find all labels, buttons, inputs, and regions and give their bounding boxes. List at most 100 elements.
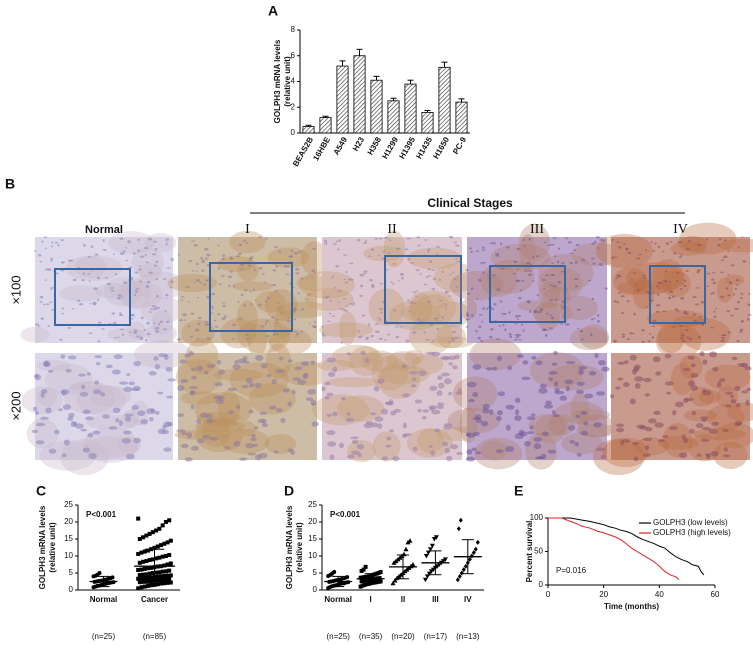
cell-nucleus	[300, 330, 304, 333]
cell-nucleus	[118, 420, 124, 427]
cell-nucleus	[135, 288, 140, 290]
tissue-region	[229, 361, 289, 398]
cell-nucleus	[623, 382, 630, 388]
cell-nucleus	[137, 249, 140, 252]
cell-nucleus	[214, 382, 224, 387]
cell-nucleus	[652, 319, 657, 322]
cell-nucleus	[576, 327, 579, 330]
cell-nucleus	[669, 290, 674, 293]
data-point	[475, 539, 480, 545]
cell-nucleus	[241, 384, 249, 389]
cell-nucleus	[50, 257, 54, 260]
cell-nucleus	[193, 281, 196, 283]
cell-nucleus	[434, 428, 441, 433]
cell-nucleus	[486, 367, 493, 371]
cell-nucleus	[211, 306, 214, 310]
data-point	[144, 559, 149, 564]
cell-nucleus	[405, 339, 410, 343]
tissue-region	[430, 336, 474, 349]
cell-nucleus	[229, 256, 233, 260]
cell-nucleus	[181, 432, 188, 436]
data-point	[145, 548, 150, 553]
cell-nucleus	[206, 263, 210, 267]
cell-nucleus	[234, 360, 239, 365]
cell-nucleus	[214, 325, 218, 328]
cell-nucleus	[48, 369, 54, 373]
cell-nucleus	[258, 452, 268, 459]
cell-nucleus	[289, 282, 292, 285]
cell-nucleus	[498, 325, 502, 327]
cell-nucleus	[324, 381, 331, 386]
cell-nucleus	[133, 251, 136, 255]
x-tick-label: Normal	[324, 595, 352, 604]
cell-nucleus	[125, 247, 128, 249]
cell-nucleus	[144, 253, 147, 257]
cell-nucleus	[58, 408, 63, 412]
cell-nucleus	[113, 337, 117, 339]
cell-nucleus	[346, 352, 352, 356]
data-point	[160, 523, 165, 528]
cell-nucleus	[533, 437, 542, 443]
cell-nucleus	[133, 293, 137, 297]
y-tick-label: 100	[530, 513, 544, 522]
column-label: II	[387, 222, 397, 237]
cell-nucleus	[591, 257, 596, 260]
tissue-region	[528, 413, 569, 438]
cell-nucleus	[477, 278, 482, 282]
y-tick-label: 10	[308, 551, 317, 560]
cell-nucleus	[180, 443, 189, 449]
cell-nucleus	[157, 391, 164, 395]
cell-nucleus	[521, 323, 523, 327]
annotation: P<0.001	[86, 510, 117, 519]
cell-nucleus	[596, 320, 601, 323]
cell-nucleus	[429, 406, 435, 412]
cell-nucleus	[444, 447, 450, 454]
cell-nucleus	[43, 360, 50, 367]
tissue-region	[36, 359, 71, 372]
annotation: P<0.001	[330, 510, 361, 519]
cell-nucleus	[633, 271, 636, 275]
cell-nucleus	[293, 307, 296, 309]
cell-nucleus	[374, 323, 379, 326]
cell-nucleus	[565, 323, 570, 326]
cell-nucleus	[409, 301, 414, 304]
cell-nucleus	[401, 433, 408, 439]
cell-nucleus	[591, 242, 596, 245]
cell-nucleus	[381, 257, 385, 260]
cell-nucleus	[292, 377, 301, 381]
data-point	[461, 567, 466, 573]
cell-nucleus	[701, 324, 705, 327]
tissue-region	[436, 324, 467, 349]
tissue-region	[167, 274, 218, 293]
cell-nucleus	[647, 340, 652, 342]
tissue-region	[612, 267, 648, 296]
cell-nucleus	[182, 313, 187, 317]
tissue-region	[538, 281, 560, 309]
cell-nucleus	[705, 453, 711, 460]
cell-nucleus	[260, 363, 268, 369]
cell-nucleus	[341, 308, 345, 311]
cell-nucleus	[402, 422, 407, 429]
cell-nucleus	[362, 272, 367, 275]
tissue-region	[386, 351, 421, 371]
tissue-region	[592, 438, 645, 476]
cell-nucleus	[712, 281, 716, 285]
cell-nucleus	[275, 318, 278, 322]
cell-nucleus	[190, 375, 197, 380]
cell-nucleus	[499, 300, 503, 303]
data-point	[410, 562, 416, 567]
cell-nucleus	[662, 435, 669, 438]
cell-nucleus	[702, 390, 711, 396]
data-point	[145, 566, 150, 571]
cell-nucleus	[576, 389, 584, 394]
cell-nucleus	[692, 313, 696, 316]
y-tick-label: 0	[539, 580, 544, 589]
cell-nucleus	[121, 437, 131, 444]
y-tick-label: 4	[291, 77, 296, 86]
cell-nucleus	[185, 286, 190, 288]
cell-nucleus	[559, 323, 564, 325]
histology-grid	[20, 222, 753, 476]
y-tick-label: 25	[308, 500, 317, 509]
cell-nucleus	[730, 264, 735, 267]
cell-nucleus	[165, 293, 169, 297]
